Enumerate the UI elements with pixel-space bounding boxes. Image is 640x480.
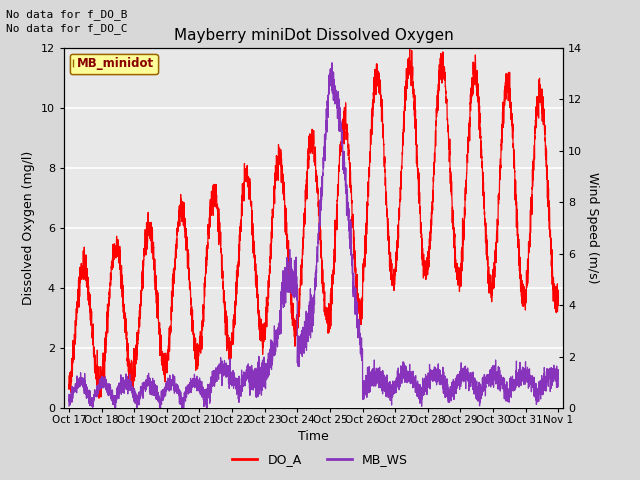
Legend: DO_A, MB_WS: DO_A, MB_WS — [227, 448, 413, 471]
Y-axis label: Dissolved Oxygen (mg/l): Dissolved Oxygen (mg/l) — [22, 151, 35, 305]
Legend: MB_minidot: MB_minidot — [70, 54, 157, 74]
Title: Mayberry miniDot Dissolved Oxygen: Mayberry miniDot Dissolved Oxygen — [173, 28, 454, 43]
X-axis label: Time: Time — [298, 431, 329, 444]
Text: No data for f_DO_C: No data for f_DO_C — [6, 23, 128, 34]
Y-axis label: Wind Speed (m/s): Wind Speed (m/s) — [586, 172, 599, 284]
Text: No data for f_DO_B: No data for f_DO_B — [6, 9, 128, 20]
